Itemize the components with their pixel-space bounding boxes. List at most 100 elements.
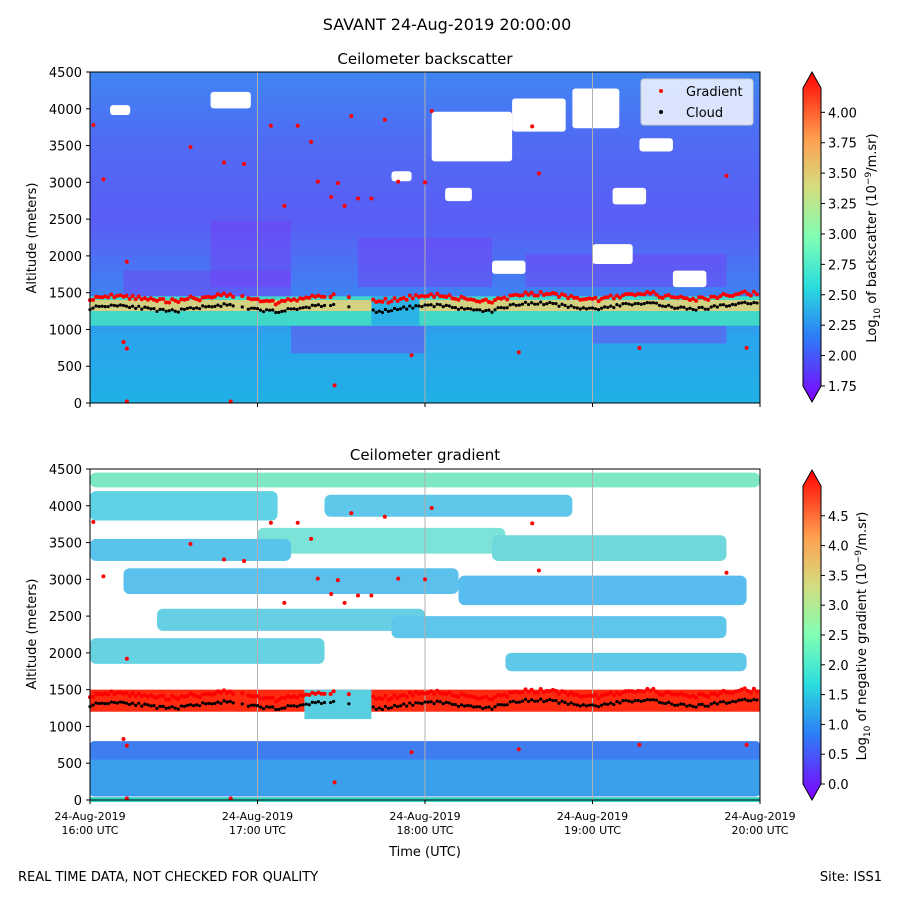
cloud-marker bbox=[271, 308, 275, 312]
cloud-marker bbox=[121, 700, 126, 705]
gradient-marker bbox=[627, 689, 632, 694]
cloud-marker bbox=[505, 306, 509, 310]
cloud-marker bbox=[657, 303, 662, 307]
gradient-marker bbox=[139, 297, 144, 302]
gradient-marker bbox=[490, 697, 494, 702]
gradient-marker bbox=[733, 689, 738, 694]
gradient-marker bbox=[374, 300, 379, 305]
gradient-marker bbox=[529, 290, 534, 295]
cloud-marker bbox=[688, 703, 692, 707]
gradient-marker bbox=[295, 123, 300, 128]
gradient-marker bbox=[450, 693, 455, 698]
gradient-marker bbox=[535, 690, 540, 695]
gradient-marker bbox=[423, 294, 427, 299]
gradient-marker bbox=[736, 688, 741, 693]
gradient-marker bbox=[101, 177, 106, 182]
x-tick-time: 18:00 UTC bbox=[396, 824, 453, 837]
cloud-marker bbox=[438, 303, 442, 307]
cloud-marker bbox=[648, 698, 652, 702]
gradient-marker bbox=[328, 294, 333, 299]
gradient-marker bbox=[516, 747, 521, 752]
gradient-marker bbox=[121, 339, 126, 344]
cloud-marker bbox=[679, 702, 683, 706]
backscatter-title: Ceilometer backscatter bbox=[337, 50, 513, 68]
gradient-marker bbox=[733, 292, 738, 297]
cloud-marker bbox=[97, 304, 101, 309]
cloud-marker bbox=[621, 699, 625, 703]
gradient-marker bbox=[691, 296, 695, 301]
cloud-marker bbox=[188, 306, 193, 310]
gradient-marker bbox=[435, 688, 440, 693]
colorbar-tick-label: 4.00 bbox=[828, 106, 857, 121]
gradient-marker bbox=[215, 689, 220, 694]
gradient-marker bbox=[164, 697, 169, 702]
gradient-marker bbox=[197, 298, 202, 303]
cloud-marker bbox=[621, 302, 625, 306]
gradient-marker bbox=[124, 690, 129, 695]
gradient-marker bbox=[91, 519, 96, 524]
gradient-marker bbox=[602, 692, 607, 697]
gradient-marker bbox=[124, 656, 129, 661]
gradient-marker bbox=[648, 291, 653, 296]
gradient-marker bbox=[563, 293, 568, 298]
gradient-marker bbox=[575, 692, 580, 697]
gradient-marker bbox=[392, 693, 397, 698]
cloud-marker bbox=[152, 704, 156, 708]
gradient-marker bbox=[145, 297, 150, 302]
cloud-marker bbox=[103, 702, 107, 706]
cloud-marker bbox=[593, 307, 598, 311]
cloud-marker bbox=[286, 704, 290, 708]
gradient-marker bbox=[706, 694, 711, 699]
gradient-marker bbox=[511, 293, 516, 298]
gradient-marker bbox=[645, 687, 650, 692]
cloud-marker bbox=[511, 699, 515, 703]
cloud-marker bbox=[563, 700, 567, 705]
gradient-marker bbox=[608, 690, 613, 695]
cloud-marker bbox=[639, 699, 643, 703]
cloud-marker bbox=[402, 305, 406, 309]
gradient-marker bbox=[426, 690, 431, 695]
gradient-marker bbox=[212, 691, 217, 696]
cloud-marker bbox=[268, 705, 272, 709]
gradient-marker bbox=[520, 690, 525, 695]
gradient-marker bbox=[161, 693, 166, 698]
cloud-marker bbox=[374, 707, 378, 712]
gradient-layer bbox=[157, 608, 425, 631]
cloud-marker bbox=[420, 702, 424, 706]
gradient-marker bbox=[222, 557, 226, 562]
cloud-marker bbox=[283, 706, 287, 710]
cloud-marker bbox=[566, 702, 570, 706]
colorbar-tick-label: 2.25 bbox=[828, 319, 857, 334]
cloud-marker bbox=[517, 303, 522, 307]
gradient-marker bbox=[342, 600, 347, 605]
gradient-marker bbox=[386, 300, 391, 305]
gradient-marker bbox=[566, 693, 571, 698]
gradient-marker bbox=[194, 297, 199, 302]
gradient-marker bbox=[751, 686, 756, 691]
cloud-marker bbox=[170, 705, 174, 709]
gradient-marker bbox=[721, 688, 726, 693]
site-label: Site: ISS1 bbox=[819, 870, 882, 885]
gradient-marker bbox=[572, 692, 577, 697]
gradient-marker bbox=[596, 299, 601, 304]
cloud-marker bbox=[228, 699, 232, 704]
cloud-marker bbox=[645, 698, 649, 702]
cloud-marker bbox=[645, 301, 649, 305]
gradient-marker bbox=[429, 505, 434, 510]
cloud-marker bbox=[289, 307, 293, 311]
cloud-marker bbox=[691, 704, 695, 709]
gradient-marker bbox=[637, 345, 642, 350]
gradient-marker bbox=[313, 294, 318, 299]
gradient-marker bbox=[423, 691, 427, 696]
gradient-marker bbox=[382, 117, 387, 122]
gradient-marker bbox=[161, 296, 166, 301]
cloud-marker bbox=[496, 703, 500, 707]
cloud-marker bbox=[204, 702, 208, 706]
gradient-marker bbox=[124, 743, 129, 748]
gradient-marker bbox=[660, 692, 665, 697]
gradient-marker bbox=[429, 108, 434, 113]
cloud-marker bbox=[450, 305, 455, 310]
cloud-marker bbox=[252, 703, 257, 707]
gradient-marker bbox=[322, 691, 327, 696]
gradient-marker bbox=[310, 690, 315, 695]
